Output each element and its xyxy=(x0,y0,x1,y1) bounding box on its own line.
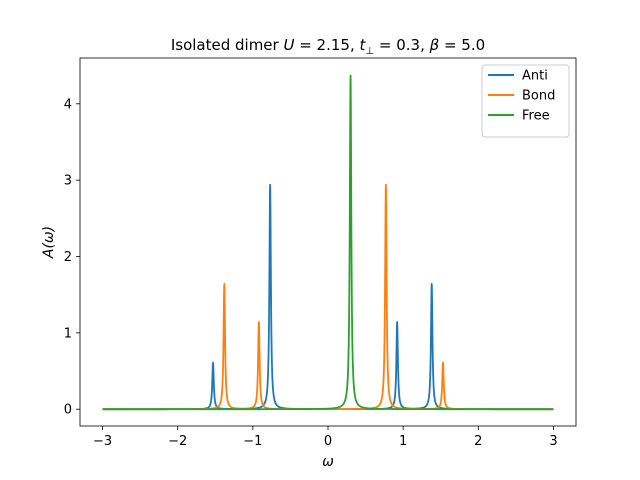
title-t-value: = 0.3, xyxy=(374,36,430,54)
legend-box xyxy=(481,64,570,138)
y-tick-label: 1 xyxy=(64,326,72,341)
title-u-symbol: U xyxy=(283,36,294,54)
axes-frame xyxy=(79,57,577,427)
title-t-symbol: t xyxy=(360,36,367,54)
x-tick-label: 1 xyxy=(399,434,407,449)
x-tick-label: −3 xyxy=(93,434,112,449)
chart-title: Isolated dimer U = 2.15, t⊥ = 0.3, β = 5… xyxy=(171,36,485,57)
title-t-subscript: ⊥ xyxy=(365,46,374,57)
title-beta-symbol: β xyxy=(429,36,440,54)
legend-label-free: Free xyxy=(522,109,550,124)
legend-label-anti: Anti xyxy=(522,69,548,84)
title-u-value: = 2.15, xyxy=(294,36,359,54)
y-tick-label: 4 xyxy=(64,97,72,112)
y-tick-label: 0 xyxy=(64,403,72,418)
title-prefix: Isolated dimer xyxy=(171,36,284,54)
x-tick-label: 2 xyxy=(474,434,482,449)
y-axis-ticks: 0 1 2 3 4 xyxy=(64,97,80,418)
series-line-anti xyxy=(101,183,555,411)
x-tick-label: 0 xyxy=(324,434,332,449)
legend: Anti Bond Free xyxy=(481,64,570,138)
x-tick-label: −2 xyxy=(168,434,187,449)
x-axis-label: ω xyxy=(322,454,334,470)
x-tick-label: −1 xyxy=(243,434,262,449)
series-line-bond xyxy=(101,183,555,411)
x-tick-label: 3 xyxy=(549,434,557,449)
y-tick-label: 2 xyxy=(64,250,72,265)
series-line-free xyxy=(101,74,555,411)
plot-area xyxy=(101,74,555,411)
title-beta-value: = 5.0 xyxy=(439,36,485,54)
y-axis-label: A(ω) xyxy=(41,226,57,259)
y-tick-label: 3 xyxy=(64,174,72,189)
x-axis-ticks: −3 −2 −1 0 1 2 3 xyxy=(93,426,558,449)
legend-label-bond: Bond xyxy=(522,89,555,104)
